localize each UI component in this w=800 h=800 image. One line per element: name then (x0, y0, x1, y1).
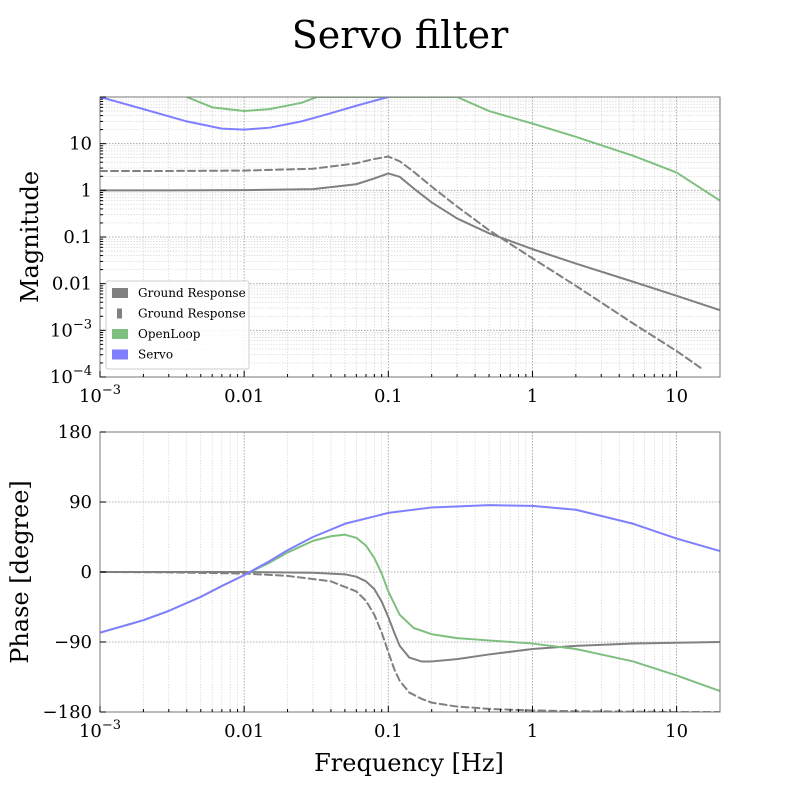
phase-series (100, 504, 720, 712)
phase-series-line-1 (100, 571, 720, 663)
magnitude-series-line-3 (185, 97, 720, 202)
legend-swatch (112, 329, 128, 339)
x-tick-label: 10 (665, 721, 688, 742)
x-tick-label: 1 (527, 721, 538, 742)
x-tick-label: 10 (665, 386, 688, 407)
phase-series-line-2 (100, 571, 720, 712)
y-tick-label: −180 (43, 702, 92, 723)
magnitude-y-axis-label: Magnitude (16, 171, 44, 303)
y-tick-label: 10−4 (50, 364, 92, 388)
x-tick-label: 0.1 (374, 721, 403, 742)
y-tick-label: 0.01 (52, 274, 92, 295)
x-tick-label: 1 (527, 386, 538, 407)
x-tick-label: 0.01 (224, 721, 264, 742)
y-tick-label: 1 (81, 180, 92, 201)
figure-title: Servo filter (292, 13, 509, 57)
magnitude-series-line-4 (100, 97, 390, 131)
y-tick-label: 0.1 (63, 227, 92, 248)
y-tick-label: −90 (54, 632, 92, 653)
y-tick-label: 180 (58, 422, 92, 443)
x-tick-label: 0.1 (374, 386, 403, 407)
phase-series-line-3 (100, 533, 720, 692)
x-axis-label: Frequency [Hz] (314, 749, 504, 777)
legend-swatch (112, 288, 128, 298)
y-tick-label: 10−3 (50, 317, 92, 341)
legend-box (105, 280, 250, 370)
legend-label: Ground Response (138, 307, 246, 321)
magnitude-series-line-1 (100, 172, 720, 312)
x-tick-label: 0.01 (224, 386, 264, 407)
magnitude-series (100, 97, 720, 370)
legend-swatch (112, 349, 128, 360)
magnitude-series-line-2 (100, 155, 703, 370)
y-tick-label: 10 (69, 134, 92, 155)
y-tick-label: 0 (81, 562, 92, 583)
legend-label: OpenLoop (138, 327, 201, 341)
legend-label: Ground Response (138, 286, 246, 300)
phase-series-line-4 (100, 504, 720, 634)
x-tick-label: 10−3 (79, 383, 121, 407)
legend-swatch (117, 308, 122, 319)
legend-label: Servo (138, 348, 173, 362)
magnitude-legend: Ground Response Ground Response OpenLoop Se… (105, 280, 250, 370)
phase-y-axis-label: Phase [degree] (6, 480, 34, 664)
y-tick-label: 90 (69, 492, 92, 513)
